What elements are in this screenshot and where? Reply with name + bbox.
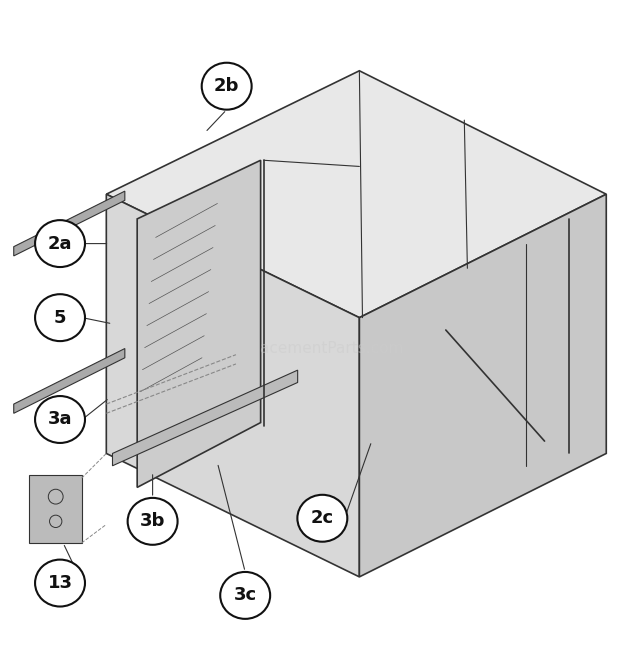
Polygon shape [137,160,260,487]
Polygon shape [106,194,360,577]
Text: 2b: 2b [214,77,239,95]
Text: 13: 13 [48,574,73,592]
Polygon shape [14,191,125,256]
Text: eReplacementParts.com: eReplacementParts.com [217,341,403,356]
Polygon shape [14,348,125,413]
Text: 2a: 2a [48,234,73,253]
Polygon shape [112,370,298,466]
Text: 3c: 3c [234,586,257,605]
Text: 5: 5 [54,309,66,327]
Ellipse shape [220,572,270,619]
Ellipse shape [35,396,85,443]
Text: 3b: 3b [140,512,166,531]
Ellipse shape [35,294,85,341]
Text: 2c: 2c [311,510,334,527]
Polygon shape [360,194,606,577]
Ellipse shape [298,495,347,542]
Text: 3a: 3a [48,411,73,428]
Ellipse shape [35,220,85,267]
Ellipse shape [35,560,85,607]
Polygon shape [106,71,606,317]
Ellipse shape [128,498,177,544]
Polygon shape [29,475,82,543]
Ellipse shape [202,63,252,110]
